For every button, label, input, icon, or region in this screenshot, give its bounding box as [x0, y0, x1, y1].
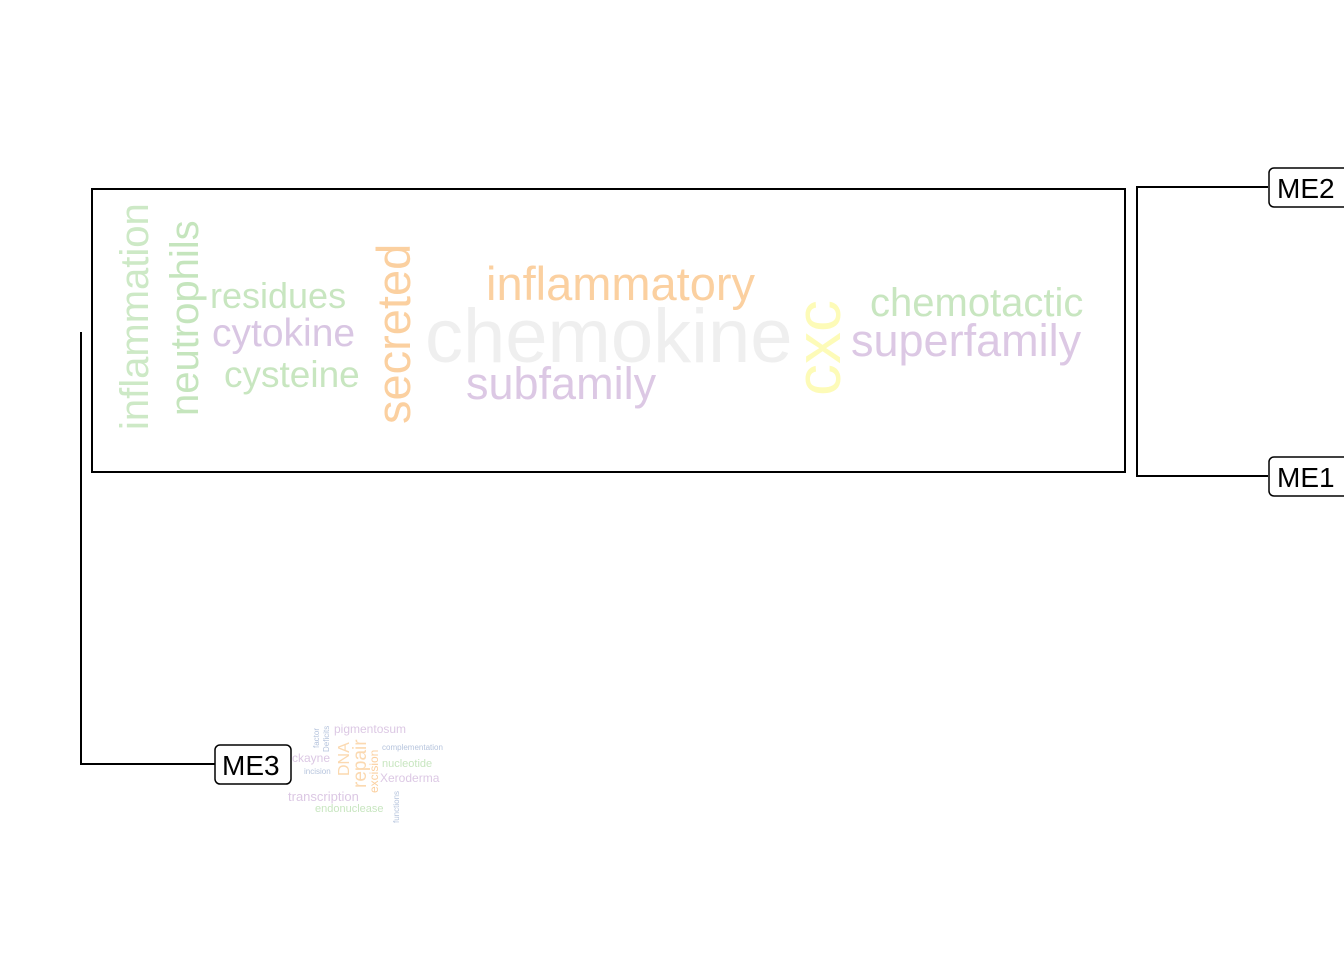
node-me1-box [1268, 456, 1344, 497]
cloud-word: Deficits [322, 726, 331, 752]
cloud-word: chemokine [425, 294, 793, 379]
cloud-word: chemotactic [870, 281, 1083, 325]
node-me3: ME3 [214, 744, 292, 785]
cloud-word: transcription [288, 789, 359, 804]
node-me2: ME2 [1268, 167, 1344, 208]
cloud-word: inflammatory [486, 257, 756, 310]
cloud-word: ckayne [292, 751, 330, 765]
wordcloud-chemokine: inflammation neutrophils residues cytoki… [113, 203, 1083, 430]
cloud-word: repair [350, 739, 371, 788]
node-me2-label: ME2 [1277, 173, 1335, 204]
cloud-word: cysteine [224, 354, 360, 395]
cloud-word: excision [367, 750, 381, 793]
cloud-word: Xeroderma [380, 771, 440, 785]
node-me1: ME1 [1268, 456, 1344, 497]
node-me3-box [214, 744, 292, 785]
cloud-word: DNA [336, 742, 353, 776]
cloud-word: factor [312, 728, 321, 748]
cloud-word: complementation [382, 743, 443, 752]
node-me1-label: ME1 [1277, 462, 1335, 493]
node-me3-label: ME3 [222, 750, 280, 781]
cloud-word: functions [392, 791, 401, 823]
cloud-word: subfamily [466, 358, 657, 409]
node-me2-box [1268, 167, 1344, 208]
cloud-word: nucleotide [382, 758, 432, 770]
cloud-word: neutrophils [163, 220, 207, 416]
branch-me2-me1 [1136, 186, 1268, 477]
cloud-word: incision [304, 767, 331, 776]
dendrogram-branches [80, 186, 1268, 765]
wordcloud-box [91, 188, 1126, 473]
cloud-word: secreted [367, 244, 420, 424]
cloud-word: endonuclease [315, 803, 384, 815]
cloud-word: cxc [782, 300, 854, 396]
cloud-word: inflammation [113, 203, 157, 430]
cloud-word: residues [210, 275, 346, 316]
cloud-word: pigmentosum [334, 722, 406, 736]
cloud-word: superfamily [851, 315, 1082, 366]
cloud-word: cytokine [212, 312, 355, 355]
branch-root-me3 [80, 332, 215, 765]
wordcloud-dna-repair: pigmentosum factor Deficits DNA repair e… [288, 722, 443, 823]
